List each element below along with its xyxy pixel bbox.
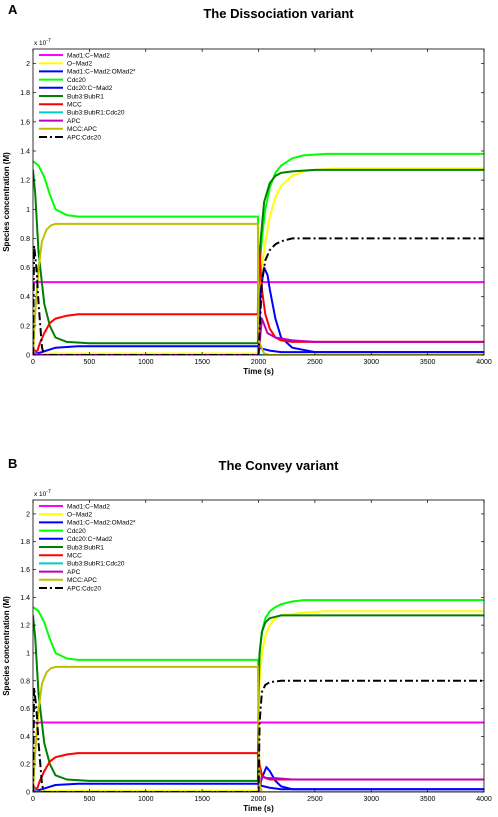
y-tick-label: 0.4 <box>20 734 30 741</box>
x-tick-label: 1500 <box>194 796 210 803</box>
series-line-9 <box>33 222 484 355</box>
chart-title: The Convey variant <box>219 458 340 473</box>
y-tick-label: 2 <box>26 61 30 68</box>
legend-entry-2: Mad1:C−Mad2:OMad2* <box>67 69 136 76</box>
legend-entry-4: Cdc20:C−Mad2 <box>67 536 113 543</box>
series-group <box>33 599 484 792</box>
legend-entry-7: Bub3:BubR1:Cdc20 <box>67 561 125 568</box>
y-tick-label: 0.8 <box>20 236 30 243</box>
legend-entry-5: Bub3:BubR1 <box>67 93 104 100</box>
legend-entry-10: APC:Cdc20 <box>67 585 101 592</box>
x-tick-label: 2000 <box>251 359 267 366</box>
chart-panel-b: B The Convey variant 0 500 1000 1500 2000 2500 3… <box>2 456 492 813</box>
x-tick-label: 0 <box>31 796 35 803</box>
y-tick-label: 1.6 <box>20 567 30 574</box>
series-line-8 <box>33 317 484 355</box>
y-tick-label: 1.8 <box>20 539 30 546</box>
panel-letter: B <box>8 456 17 471</box>
panel-letter: A <box>8 2 18 17</box>
y-exponent-label: x 10-7 <box>34 38 51 47</box>
legend-entry-3: Cdc20 <box>67 528 86 535</box>
y-axis-label: Species concentration (M) <box>2 596 11 696</box>
x-tick-label: 500 <box>84 796 96 803</box>
y-tick-label: 1.2 <box>20 178 30 185</box>
y-tick-label: 1.4 <box>20 595 30 602</box>
x-tick-label: 3500 <box>420 359 436 366</box>
x-tick-label: 2500 <box>307 359 323 366</box>
legend-entry-5: Bub3:BubR1 <box>67 544 104 551</box>
legend-entry-1: O−Mad2 <box>67 512 92 519</box>
legend-entry-8: APC <box>67 118 81 125</box>
y-tick-label: 0.4 <box>20 294 30 301</box>
x-tick-label: 3000 <box>363 796 379 803</box>
y-tick-label: 1.6 <box>20 119 30 126</box>
legend-entry-9: MCC:APC <box>67 126 97 133</box>
y-exponent-label: x 10-7 <box>34 489 51 498</box>
x-tick-label: 0 <box>31 359 35 366</box>
x-tick-label: 4000 <box>476 359 492 366</box>
chart-title: The Dissociation variant <box>203 6 354 21</box>
legend-entry-0: Mad1:C−Mad2 <box>67 503 110 510</box>
y-tick-label: 0.2 <box>20 323 30 330</box>
y-tick-label: 1 <box>26 650 30 657</box>
y-tick-label: 0 <box>26 353 30 360</box>
series-line-10 <box>33 237 484 355</box>
y-tick-label: 0.6 <box>20 706 30 713</box>
x-tick-label: 1500 <box>194 359 210 366</box>
series-line-4 <box>33 782 484 792</box>
legend-entry-10: APC:Cdc20 <box>67 134 101 141</box>
y-tick-label: 0.8 <box>20 678 30 685</box>
y-tick-label: 1.2 <box>20 623 30 630</box>
x-tick-label: 2500 <box>307 796 323 803</box>
y-tick-label: 0.2 <box>20 762 30 769</box>
x-tick-label: 1000 <box>138 796 154 803</box>
y-exponent-power: -7 <box>46 489 51 495</box>
legend-entry-9: MCC:APC <box>67 577 97 584</box>
legend-entry-6: MCC <box>67 102 82 109</box>
y-tick-label: 1.4 <box>20 149 30 156</box>
legend-entry-7: Bub3:BubR1:Cdc20 <box>67 110 125 117</box>
legend: Mad1:C−Mad2O−Mad2Mad1:C−Mad2:OMad2*Cdc20… <box>39 503 136 592</box>
legend-entry-8: APC <box>67 569 81 576</box>
legend-entry-3: Cdc20 <box>67 77 86 84</box>
series-line-10 <box>33 679 484 792</box>
series-group <box>33 152 484 355</box>
legend-entry-0: Mad1:C−Mad2 <box>67 52 110 59</box>
x-tick-label: 2000 <box>251 796 267 803</box>
legend-entry-1: O−Mad2 <box>67 61 92 68</box>
series-line-4 <box>33 345 484 355</box>
y-tick-label: 1 <box>26 207 30 214</box>
y-tick-label: 2 <box>26 511 30 518</box>
x-tick-label: 4000 <box>476 796 492 803</box>
legend: Mad1:C−Mad2O−Mad2Mad1:C−Mad2:OMad2*Cdc20… <box>39 52 136 141</box>
x-axis-label: Time (s) <box>243 367 274 376</box>
legend-entry-6: MCC <box>67 553 82 560</box>
y-exponent-power: -7 <box>46 38 51 44</box>
legend-entry-4: Cdc20:C−Mad2 <box>67 85 113 92</box>
series-line-9 <box>33 665 484 792</box>
y-tick-label: 0.6 <box>20 265 30 272</box>
y-axis-label: Species concentration (M) <box>2 152 11 252</box>
x-tick-label: 3500 <box>420 796 436 803</box>
series-line-8 <box>33 775 484 792</box>
legend-entry-2: Mad1:C−Mad2:OMad2* <box>67 520 136 527</box>
x-axis-label: Time (s) <box>243 804 274 813</box>
x-tick-label: 500 <box>84 359 96 366</box>
x-tick-label: 3000 <box>363 359 379 366</box>
y-tick-label: 0 <box>26 790 30 797</box>
y-tick-label: 1.8 <box>20 90 30 97</box>
x-tick-label: 1000 <box>138 359 154 366</box>
